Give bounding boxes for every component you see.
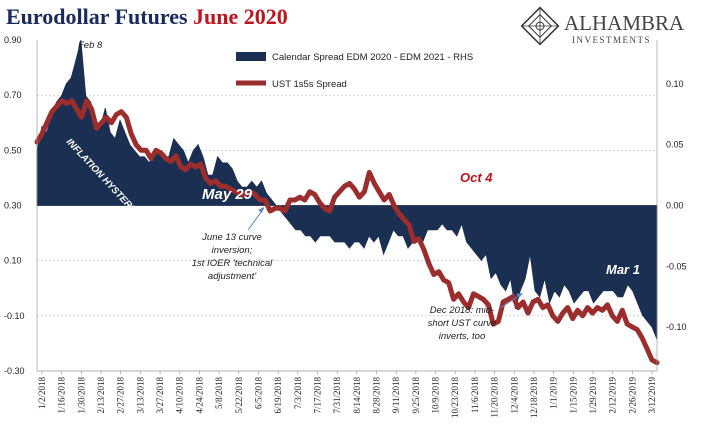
x-tick-label: 3/27/2018 xyxy=(155,377,165,414)
x-tick-label: 6/5/2018 xyxy=(253,377,263,410)
x-tick-label: 1/30/2018 xyxy=(76,377,86,414)
x-tick-label: 1/16/2018 xyxy=(57,377,67,414)
x-tick-label: 2/26/2019 xyxy=(627,377,637,414)
annotation-may-29: May 29 xyxy=(202,186,253,203)
x-tick-label: 1/1/2019 xyxy=(549,377,559,410)
x-tick-label: 11/6/2018 xyxy=(470,377,480,414)
title-part-1: Eurodollar Futures xyxy=(6,4,194,29)
x-tick-label: 7/31/2018 xyxy=(332,377,342,414)
right-tick-label: 0.05 xyxy=(666,140,684,150)
annotation-mar-1: Mar 1 xyxy=(606,262,640,277)
annotation-dec-2018: Dec 2018: mid- short UST curve inverts, … xyxy=(428,293,523,342)
annotation-june-13: June 13 curve inversion; 1st IOER 'techn… xyxy=(192,207,273,282)
left-tick-label: -0.30 xyxy=(4,366,25,376)
legend-label-line: UST 1s5s Spread xyxy=(272,79,347,90)
x-tick-label: 7/3/2018 xyxy=(293,377,303,410)
right-tick-label: -0.10 xyxy=(666,322,687,332)
annotation-june-13-line-4: adjustment' xyxy=(208,271,257,282)
annotation-june-13-line-1: June 13 curve xyxy=(201,232,262,243)
x-tick-label: 4/24/2018 xyxy=(194,377,204,414)
logo-name: ALHAMBRA xyxy=(564,11,685,35)
alhambra-logo: ALHAMBRA INVESTMENTS xyxy=(520,6,700,50)
left-tick-label: 0.50 xyxy=(4,145,22,155)
annotation-june-13-line-2: inversion; xyxy=(212,245,253,256)
x-tick-label: 7/17/2018 xyxy=(312,377,322,414)
x-tick-label: 2/27/2018 xyxy=(116,377,126,414)
annotation-dec-2018-line-2: short UST curve xyxy=(428,318,497,329)
legend: Calendar Spread EDM 2020 - EDM 2021 - RH… xyxy=(236,52,473,90)
left-axis: 0.90 0.70 0.50 0.30 0.10 -0.10 -0.30 xyxy=(4,35,38,376)
x-tick-label: 2/12/2019 xyxy=(608,377,618,414)
left-tick-label: 0.90 xyxy=(4,35,22,45)
left-tick-label: 0.70 xyxy=(4,90,22,100)
x-tick-label: 6/19/2018 xyxy=(273,377,283,414)
x-tick-label: 4/10/2018 xyxy=(175,377,185,414)
x-tick-label: 9/25/2018 xyxy=(411,377,421,414)
x-tick-label: 2/13/2018 xyxy=(96,377,106,414)
x-tick-label: 11/20/2018 xyxy=(490,377,500,418)
x-tick-label: 5/22/2018 xyxy=(234,377,244,414)
annotation-june-13-arrowhead xyxy=(258,207,264,213)
x-tick-label: 1/15/2019 xyxy=(568,377,578,414)
annotation-dec-2018-line-1: Dec 2018: mid- xyxy=(430,305,494,316)
x-tick-label: 3/12/2019 xyxy=(647,377,657,414)
ust-spread-line xyxy=(34,98,660,366)
right-axis: 0.10 0.05 0.00 -0.05 -0.10 xyxy=(656,40,687,371)
right-tick-label: -0.05 xyxy=(666,261,687,271)
left-tick-label: 0.30 xyxy=(4,201,22,211)
legend-label-area: Calendar Spread EDM 2020 - EDM 2021 - RH… xyxy=(272,52,473,63)
annotation-june-13-line-3: 1st IOER 'technical xyxy=(192,258,273,269)
x-tick-label: 1/2/2018 xyxy=(37,377,47,410)
x-tick-label: 12/18/2018 xyxy=(529,377,539,419)
annotation-oct-4: Oct 4 xyxy=(460,170,493,185)
x-axis: 1/2/2018 1/16/2018 1/30/2018 2/13/2018 2/27/… xyxy=(37,370,657,419)
left-tick-label: 0.10 xyxy=(4,256,22,266)
x-tick-label: 5/8/2018 xyxy=(214,377,224,410)
annotation-dec-2018-line-3: inverts, too xyxy=(439,331,485,342)
title-part-2: June 2020 xyxy=(193,4,288,29)
ust-spread-line-layer xyxy=(34,98,660,366)
x-tick-label: 12/4/2018 xyxy=(509,377,519,414)
x-tick-label: 9/11/2018 xyxy=(391,377,401,414)
x-tick-label: 8/14/2018 xyxy=(352,377,362,414)
right-tick-label: 0.10 xyxy=(666,79,684,89)
legend-swatch-area xyxy=(236,52,266,61)
annotation-dec-2018-arrowhead xyxy=(516,293,523,298)
x-tick-label: 10/23/2018 xyxy=(450,377,460,419)
x-tick-label: 1/29/2019 xyxy=(588,377,598,414)
logo-sub: INVESTMENTS xyxy=(572,35,651,45)
x-tick-label: 8/28/2018 xyxy=(372,377,382,414)
chart-title: Eurodollar Futures June 2020 xyxy=(6,4,288,30)
x-tick-label: 3/13/2018 xyxy=(135,377,145,414)
calendar-spread-area-layer xyxy=(36,39,658,340)
right-tick-label: 0.00 xyxy=(666,201,684,211)
left-tick-label: -0.10 xyxy=(4,311,25,321)
calendar-spread-area xyxy=(36,39,658,340)
diamond-logo-icon: ALHAMBRA INVESTMENTS xyxy=(520,6,685,46)
x-tick-label: 10/9/2018 xyxy=(431,377,441,414)
annotation-feb-8: Feb 8 xyxy=(78,40,103,51)
